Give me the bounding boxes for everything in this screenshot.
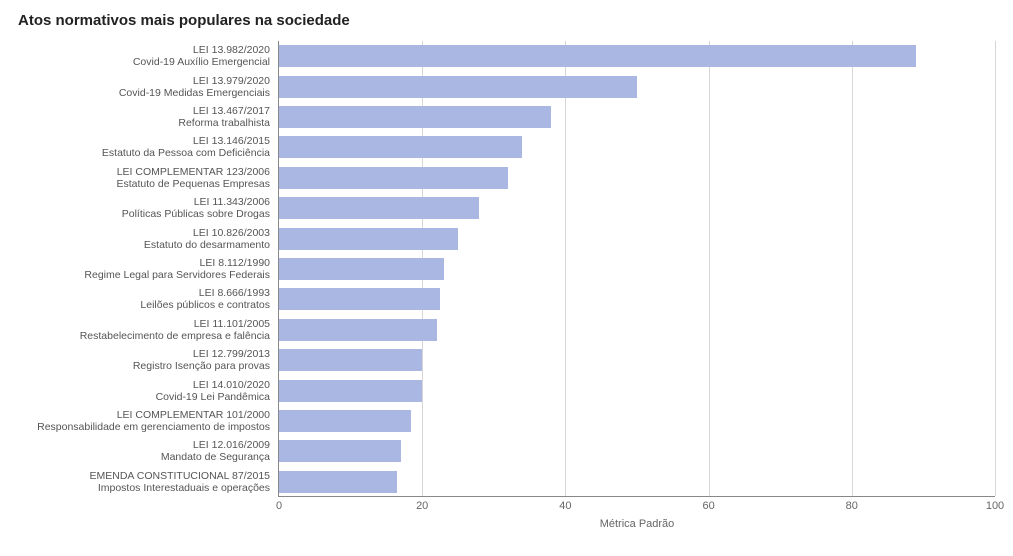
- bar-row: [279, 223, 995, 253]
- y-axis-label-line2: Estatuto do desarmamento: [20, 239, 270, 251]
- y-axis-label-line1: LEI 13.979/2020: [20, 75, 270, 87]
- y-axis-labels-column: LEI 13.982/2020Covid-19 Auxílio Emergenc…: [18, 41, 278, 531]
- y-axis-label-line1: LEI 11.101/2005: [20, 318, 270, 330]
- bar-row: [279, 254, 995, 284]
- y-axis-label: LEI 13.146/2015Estatuto da Pessoa com De…: [20, 135, 270, 159]
- y-axis-label: LEI 10.826/2003Estatuto do desarmamento: [20, 227, 270, 251]
- y-axis-label-line2: Estatuto da Pessoa com Deficiência: [20, 147, 270, 159]
- y-axis-label-line2: Covid-19 Lei Pandêmica: [20, 391, 270, 403]
- x-axis-title: Métrica Padrão: [600, 518, 675, 530]
- y-axis-label-line1: LEI 13.467/2017: [20, 105, 270, 117]
- bar-row: [279, 163, 995, 193]
- y-axis-label-line2: Mandato de Segurança: [20, 451, 270, 463]
- x-tick-label: 60: [702, 500, 714, 512]
- bar-row: [279, 467, 995, 497]
- chart-title: Atos normativos mais populares na socied…: [18, 12, 995, 29]
- y-axis-label: LEI 14.010/2020Covid-19 Lei Pandêmica: [20, 379, 270, 403]
- y-axis-label: LEI 11.101/2005Restabelecimento de empre…: [20, 318, 270, 342]
- y-axis-label: LEI 8.112/1990Regime Legal para Servidor…: [20, 257, 270, 281]
- y-axis-label: LEI 13.979/2020Covid-19 Medidas Emergenc…: [20, 75, 270, 99]
- y-axis-label: LEI COMPLEMENTAR 123/2006Estatuto de Peq…: [20, 166, 270, 190]
- y-axis-label-line1: LEI 13.146/2015: [20, 135, 270, 147]
- y-axis-label-line2: Covid-19 Medidas Emergenciais: [20, 87, 270, 99]
- y-axis-label-line2: Responsabilidade em gerenciamento de imp…: [20, 421, 270, 433]
- y-axis-label-line2: Regime Legal para Servidores Federais: [20, 269, 270, 281]
- x-tick-label: 0: [276, 500, 282, 512]
- bar: [279, 197, 479, 219]
- y-axis-label: EMENDA CONSTITUCIONAL 87/2015Impostos In…: [20, 470, 270, 494]
- bar-row: [279, 345, 995, 375]
- x-tick-label: 80: [846, 500, 858, 512]
- bar: [279, 45, 916, 67]
- y-axis-label: LEI 12.016/2009Mandato de Segurança: [20, 439, 270, 463]
- bar: [279, 410, 411, 432]
- y-axis-label: LEI 13.982/2020Covid-19 Auxílio Emergenc…: [20, 44, 270, 68]
- bar-row: [279, 41, 995, 71]
- y-axis-label-line2: Impostos Interestaduais e operações: [20, 482, 270, 494]
- bar: [279, 76, 637, 98]
- y-axis-label-line2: Restabelecimento de empresa e falência: [20, 330, 270, 342]
- y-axis-label-line2: Registro Isenção para provas: [20, 360, 270, 372]
- y-axis-label: LEI 13.467/2017Reforma trabalhista: [20, 105, 270, 129]
- y-axis-label-line2: Covid-19 Auxílio Emergencial: [20, 56, 270, 68]
- bar: [279, 106, 551, 128]
- y-axis-label-line1: EMENDA CONSTITUCIONAL 87/2015: [20, 470, 270, 482]
- y-axis-label-line2: Políticas Públicas sobre Drogas: [20, 208, 270, 220]
- grid-line: [995, 41, 996, 496]
- y-axis-label: LEI 12.799/2013Registro Isenção para pro…: [20, 348, 270, 372]
- y-axis-label-line1: LEI 11.343/2006: [20, 196, 270, 208]
- y-axis-label: LEI 8.666/1993Leilões públicos e contrat…: [20, 287, 270, 311]
- y-axis-label-line1: LEI COMPLEMENTAR 101/2000: [20, 409, 270, 421]
- bar-row: [279, 375, 995, 405]
- bar: [279, 319, 437, 341]
- bar: [279, 228, 458, 250]
- bar-row: [279, 193, 995, 223]
- bar: [279, 349, 422, 371]
- bar-row: [279, 71, 995, 101]
- chart-body: LEI 13.982/2020Covid-19 Auxílio Emergenc…: [18, 41, 995, 531]
- y-axis-label-line1: LEI 12.799/2013: [20, 348, 270, 360]
- y-axis-label-line1: LEI 8.112/1990: [20, 257, 270, 269]
- y-axis-label: LEI 11.343/2006Políticas Públicas sobre …: [20, 196, 270, 220]
- bar: [279, 167, 508, 189]
- x-tick-label: 100: [986, 500, 1004, 512]
- bar-row: [279, 132, 995, 162]
- bar-row: [279, 406, 995, 436]
- bar: [279, 471, 397, 493]
- bar-row: [279, 436, 995, 466]
- y-axis-label-line1: LEI 14.010/2020: [20, 379, 270, 391]
- x-tick-label: 40: [559, 500, 571, 512]
- bar: [279, 380, 422, 402]
- y-axis-label-line2: Reforma trabalhista: [20, 117, 270, 129]
- y-axis-label-line1: LEI COMPLEMENTAR 123/2006: [20, 166, 270, 178]
- y-axis-label-line1: LEI 12.016/2009: [20, 439, 270, 451]
- bar: [279, 440, 401, 462]
- y-axis-label-line2: Estatuto de Pequenas Empresas: [20, 178, 270, 190]
- y-axis-label-line1: LEI 13.982/2020: [20, 44, 270, 56]
- chart-container: Atos normativos mais populares na socied…: [0, 0, 1013, 556]
- bar-row: [279, 315, 995, 345]
- bar: [279, 258, 444, 280]
- x-tick-label: 20: [416, 500, 428, 512]
- y-axis-label-line2: Leilões públicos e contratos: [20, 299, 270, 311]
- bar: [279, 136, 522, 158]
- plot-area: Métrica Padrão 020406080100: [278, 41, 995, 497]
- y-axis-label-line1: LEI 8.666/1993: [20, 287, 270, 299]
- bar-row: [279, 284, 995, 314]
- y-axis-label: LEI COMPLEMENTAR 101/2000Responsabilidad…: [20, 409, 270, 433]
- bar-row: [279, 102, 995, 132]
- y-axis-label-line1: LEI 10.826/2003: [20, 227, 270, 239]
- bar: [279, 288, 440, 310]
